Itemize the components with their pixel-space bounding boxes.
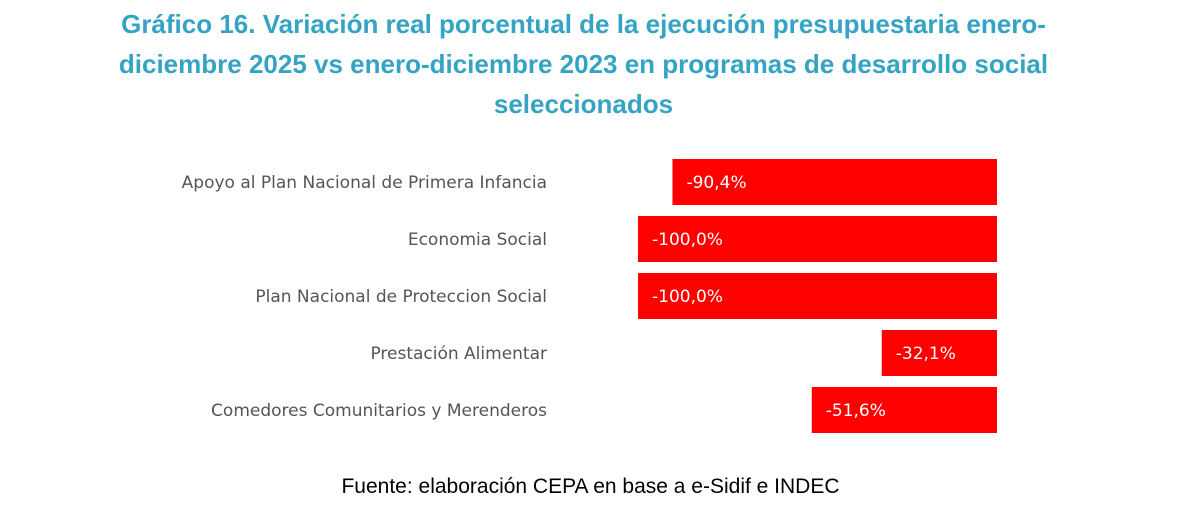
bar-4 xyxy=(811,387,997,433)
bar-chart: Apoyo al Plan Nacional de Primera Infanc… xyxy=(182,159,997,433)
chart-title: Gráfico 16. Variación real porcentual de… xyxy=(40,4,1127,124)
bar-0 xyxy=(672,159,997,205)
value-label-0: -90,4% xyxy=(686,173,746,193)
category-label-3: Prestación Alimentar xyxy=(370,344,547,364)
chart-title-line-2: diciembre 2025 vs enero-diciembre 2023 e… xyxy=(118,49,1049,79)
bar-3 xyxy=(881,330,997,376)
value-label-3: -32,1% xyxy=(896,344,956,364)
source-note: Fuente: elaboración CEPA en base a e-Sid… xyxy=(341,475,840,498)
category-label-1: Economia Social xyxy=(408,230,547,250)
category-label-0: Apoyo al Plan Nacional de Primera Infanc… xyxy=(182,173,547,193)
chart-title-line-3: seleccionados xyxy=(493,89,674,119)
bar-2 xyxy=(638,273,997,319)
value-label-1: -100,0% xyxy=(652,230,723,250)
value-label-2: -100,0% xyxy=(652,287,723,307)
bar-1 xyxy=(638,216,997,262)
category-label-2: Plan Nacional de Proteccion Social xyxy=(255,287,547,307)
chart-title-line-1: Gráfico 16. Variación real porcentual de… xyxy=(121,9,1046,39)
value-label-4: -51,6% xyxy=(826,401,886,421)
category-label-4: Comedores Comunitarios y Merenderos xyxy=(211,401,547,421)
